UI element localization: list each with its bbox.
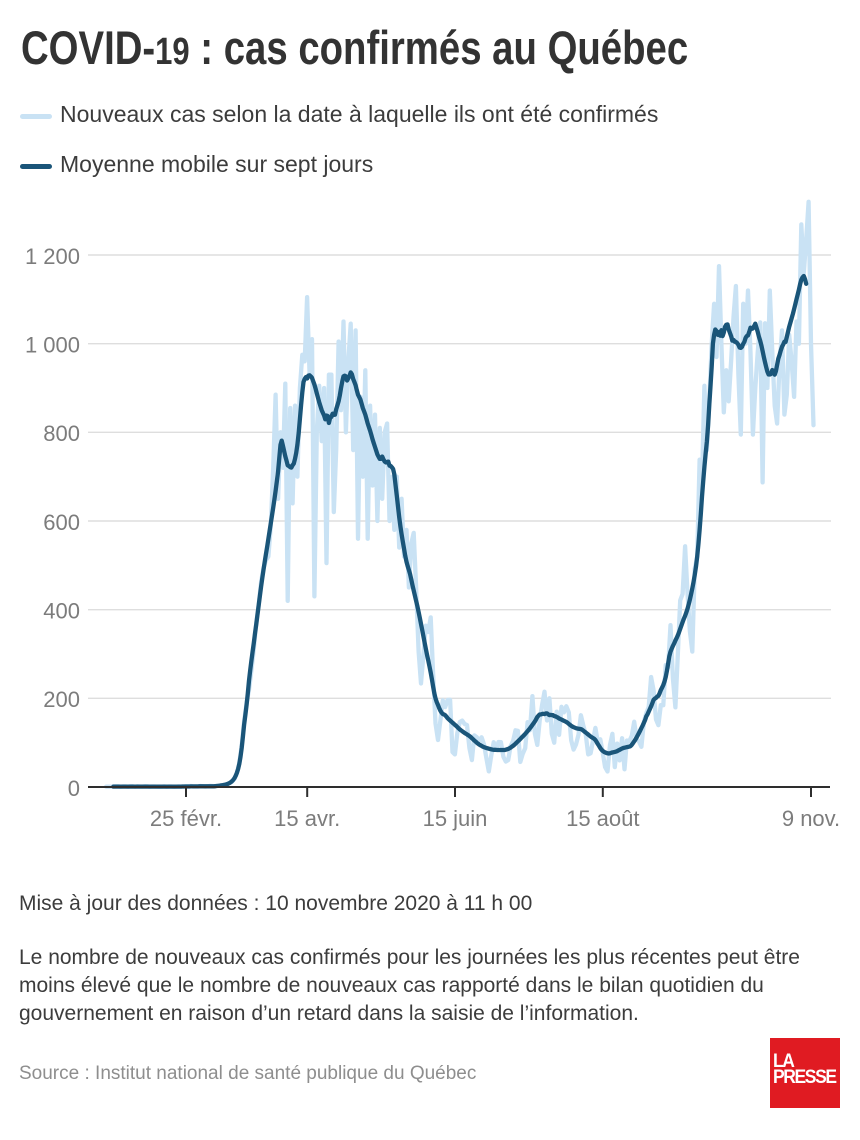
svg-text:800: 800 bbox=[43, 421, 80, 446]
svg-text:9 nov.: 9 nov. bbox=[782, 806, 840, 831]
svg-text:600: 600 bbox=[43, 510, 80, 535]
svg-text:25 févr.: 25 févr. bbox=[150, 806, 222, 831]
svg-text:1 200: 1 200 bbox=[25, 244, 80, 269]
svg-text:400: 400 bbox=[43, 598, 80, 623]
svg-text:0: 0 bbox=[68, 776, 80, 801]
svg-text:15 juin: 15 juin bbox=[423, 806, 488, 831]
svg-text:15 août: 15 août bbox=[566, 806, 639, 831]
svg-text:15 avr.: 15 avr. bbox=[274, 806, 340, 831]
svg-text:200: 200 bbox=[43, 687, 80, 712]
svg-text:1 000: 1 000 bbox=[25, 333, 80, 358]
